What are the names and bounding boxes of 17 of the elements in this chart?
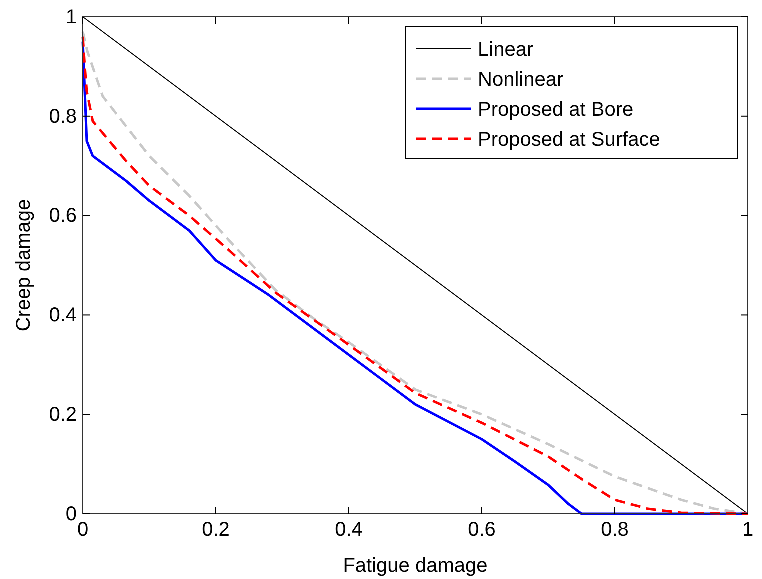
y-tick-label: 0.4: [49, 304, 77, 327]
x-tick-label: 0.4: [335, 519, 363, 542]
x-tick-label: 0.2: [202, 519, 230, 542]
y-tick-label: 1: [66, 6, 77, 28]
y-tick-label: 0.2: [49, 404, 77, 426]
legend-label: Proposed at Surface: [478, 129, 660, 151]
x-tick-label: 1: [742, 519, 754, 542]
x-tick-label: 0.8: [601, 519, 629, 542]
legend-label: Nonlinear: [478, 69, 564, 91]
legend-label: Linear: [478, 39, 534, 61]
y-tick-label: 0: [66, 503, 77, 526]
x-tick-label: 0.6: [468, 519, 496, 542]
x-axis-title: Fatigue damage: [343, 555, 488, 577]
legend-label: Proposed at Bore: [478, 99, 634, 121]
y-tick-label: 0.6: [49, 205, 77, 228]
y-axis-title: Creep damage: [13, 199, 35, 332]
y-tick-label: 0.8: [49, 106, 77, 128]
